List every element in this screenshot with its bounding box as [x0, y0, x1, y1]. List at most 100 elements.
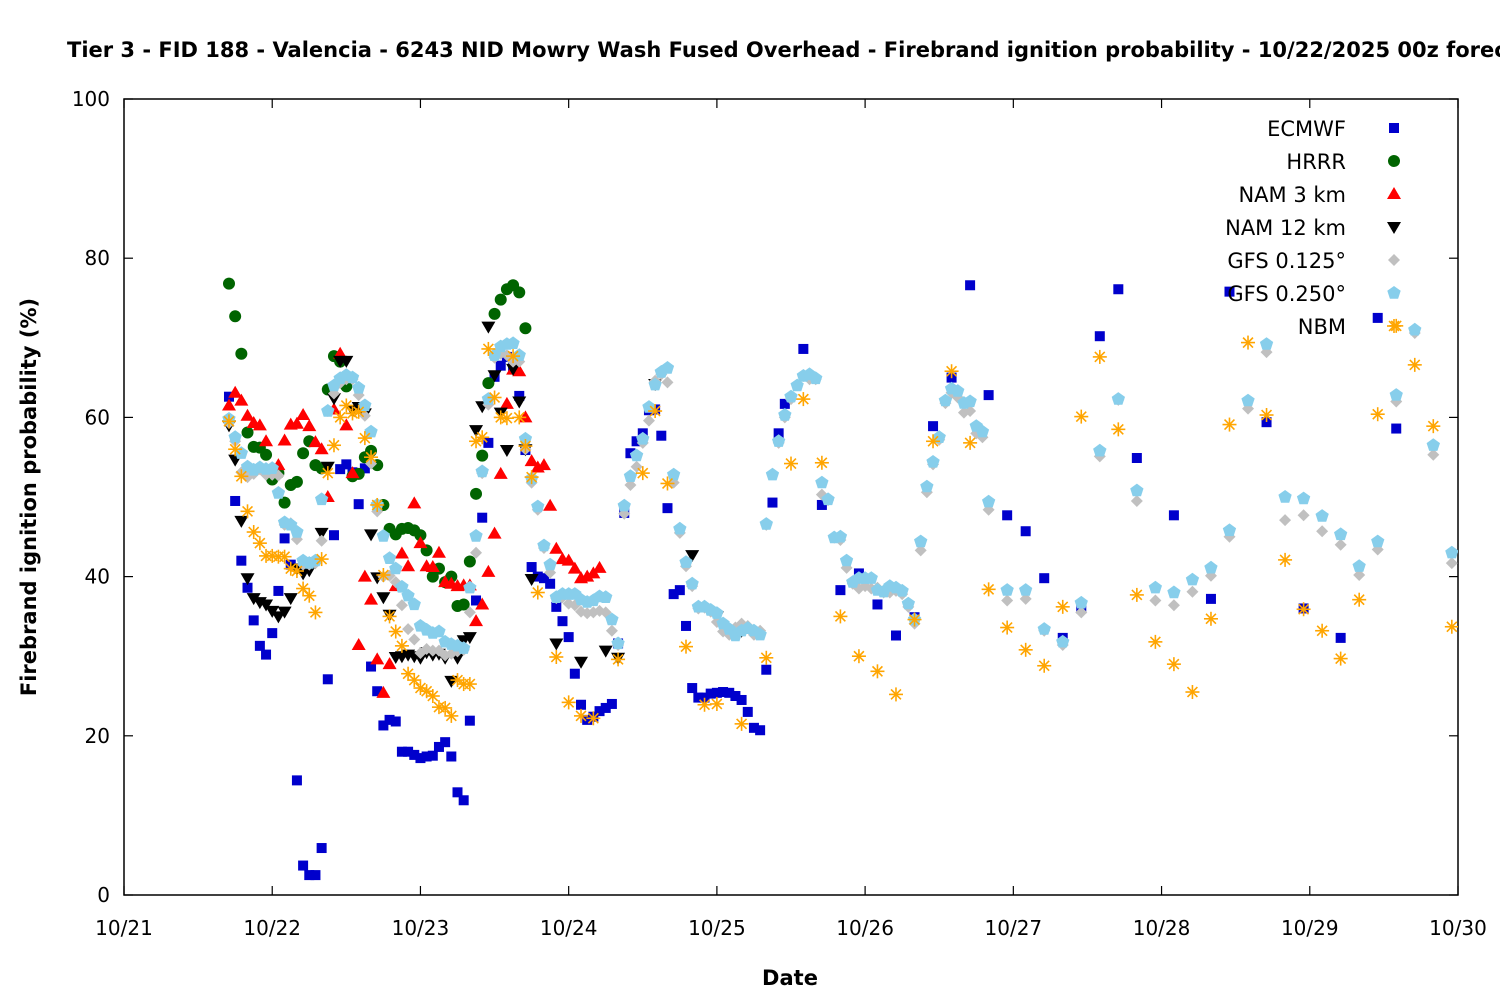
data-point [814, 455, 829, 470]
data-point [1148, 634, 1163, 649]
data-point [452, 787, 463, 798]
data-point [1168, 510, 1179, 521]
data-point [499, 445, 514, 458]
data-point [333, 410, 348, 425]
data-point [321, 404, 335, 417]
data-point [394, 546, 409, 559]
legend-item: ECMWF [1267, 117, 1399, 141]
data-point [376, 568, 391, 583]
data-point [395, 599, 408, 612]
legend-item: GFS 0.250° [1227, 282, 1401, 306]
data-point [246, 525, 261, 540]
data-point [592, 560, 607, 573]
data-point [1408, 322, 1422, 336]
data-point [920, 479, 934, 493]
data-point [296, 408, 311, 421]
data-point [1372, 312, 1383, 323]
data-point [291, 775, 302, 786]
data-point [438, 700, 453, 715]
data-point [662, 503, 673, 514]
data-point [835, 585, 846, 596]
data-point [252, 536, 267, 551]
data-point [681, 620, 692, 631]
data-point [870, 664, 885, 679]
data-point [1056, 634, 1070, 648]
data-point [357, 431, 372, 446]
data-point [1296, 491, 1311, 505]
x-axis-label: Date [762, 966, 818, 990]
data-point [271, 611, 286, 624]
data-point [586, 711, 601, 726]
data-point [872, 599, 883, 610]
data-point [463, 555, 476, 568]
data-point [636, 431, 650, 445]
data-point [315, 534, 328, 547]
y-tick-label: 60 [85, 405, 110, 429]
data-point [709, 696, 724, 711]
series-nam-3-km [221, 346, 607, 698]
data-point [444, 675, 459, 688]
legend-label: GFS 0.250° [1227, 282, 1346, 306]
data-point [297, 447, 310, 460]
data-point [228, 385, 243, 398]
data-point [345, 370, 360, 384]
y-tick-label: 0 [97, 883, 110, 907]
data-point [341, 459, 352, 470]
data-point [407, 597, 421, 611]
data-point [372, 686, 383, 697]
data-point [648, 404, 663, 419]
data-point [376, 592, 391, 605]
data-point [518, 439, 533, 454]
data-point [816, 499, 827, 510]
data-point [289, 416, 304, 429]
data-point [549, 649, 564, 664]
data-point [487, 390, 502, 405]
data-point [1389, 388, 1403, 401]
data-point [314, 552, 329, 567]
data-point [351, 638, 366, 651]
data-point [693, 692, 704, 703]
data-point [567, 561, 582, 574]
data-point [290, 475, 303, 488]
x-tick-label: 10/25 [688, 916, 746, 940]
data-point [755, 725, 766, 736]
data-point [724, 687, 735, 698]
data-point [388, 624, 403, 639]
data-point [394, 638, 409, 653]
data-point [928, 421, 939, 432]
data-point [469, 529, 483, 542]
data-point [1352, 592, 1367, 607]
data-point [506, 363, 521, 376]
data-point [605, 612, 619, 626]
data-point [469, 425, 484, 438]
data-point [526, 562, 537, 573]
data-point [242, 582, 253, 593]
data-point [543, 498, 558, 511]
data-point [748, 722, 759, 733]
data-point [302, 419, 317, 432]
data-point [401, 559, 416, 572]
data-point [926, 455, 940, 468]
data-point [705, 688, 716, 699]
data-point [1167, 585, 1181, 599]
data-point [773, 428, 784, 439]
data-point [444, 708, 459, 723]
data-point [767, 497, 778, 508]
x-tick-label: 10/24 [540, 916, 598, 940]
data-point [402, 623, 415, 636]
data-point [759, 517, 773, 530]
data-point [483, 437, 494, 448]
data-point [1185, 572, 1200, 586]
data-point [267, 628, 278, 639]
data-point [351, 404, 366, 419]
data-point [674, 585, 685, 596]
data-point [660, 476, 675, 491]
data-point [487, 526, 502, 539]
data-point [278, 496, 291, 509]
data-point [1055, 599, 1070, 614]
data-point [1445, 557, 1458, 570]
data-point [252, 418, 267, 431]
data-point [742, 706, 753, 717]
data-point [390, 716, 401, 727]
data-point [1000, 583, 1014, 596]
